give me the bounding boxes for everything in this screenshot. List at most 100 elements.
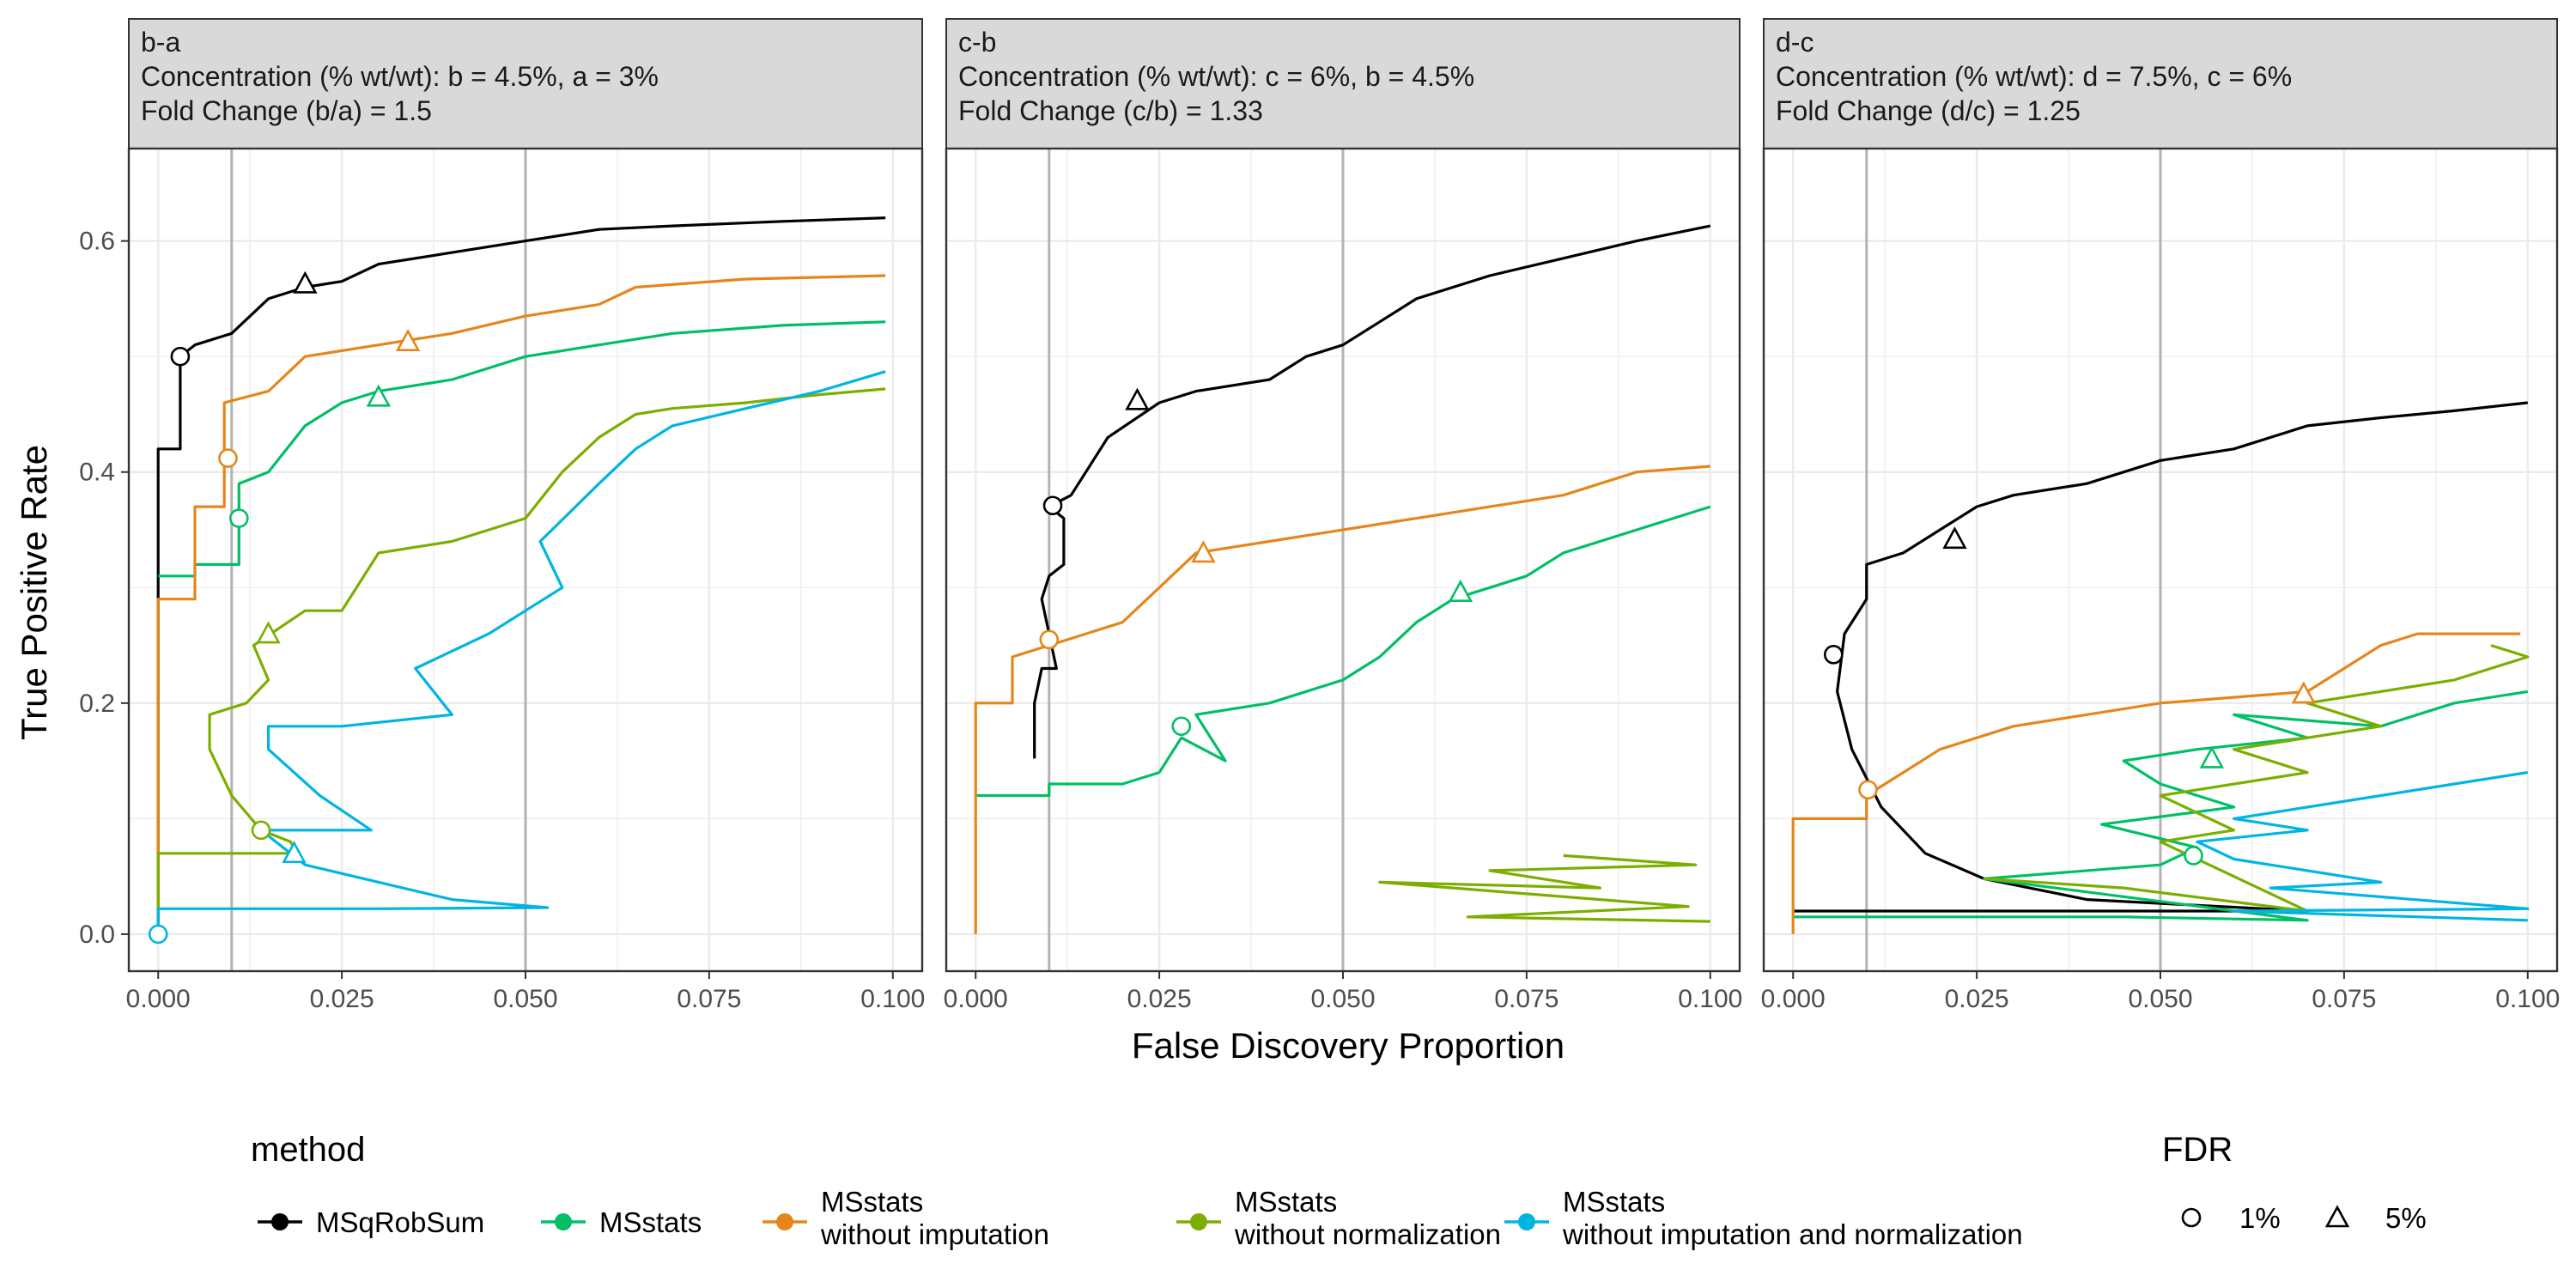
x-tick-label: 0.050 bbox=[2128, 985, 2192, 1013]
fdr-triangle-key bbox=[2324, 1205, 2350, 1228]
series-line-msqrobsum bbox=[156, 216, 886, 934]
legend-label: MSqRobSum bbox=[316, 1206, 484, 1238]
fdr-5pct-marker-msstats-without-imputation bbox=[1191, 540, 1216, 563]
legend-fdr-1pct: 1% bbox=[2181, 1202, 2281, 1234]
y-tick-label: 0.6 bbox=[79, 228, 115, 256]
fdr-1pct-marker-msqrobsum bbox=[170, 346, 191, 367]
fdr-1pct-marker-msqrobsum bbox=[1823, 645, 1844, 665]
legend-label: MSstats bbox=[1235, 1186, 1337, 1218]
series-line-msstats-without-imputation bbox=[156, 274, 886, 934]
legend-fdr-title: FDR bbox=[2162, 1131, 2233, 1169]
fdr-5pct-marker-msstats bbox=[366, 384, 392, 407]
legend-fdr-label: 1% bbox=[2239, 1202, 2281, 1234]
legend-label: MSstats bbox=[599, 1206, 702, 1238]
legend-key-dot bbox=[555, 1213, 572, 1230]
series-line-msqrobsum bbox=[1033, 224, 1711, 759]
x-tick-label: 0.075 bbox=[677, 985, 741, 1013]
x-tick-label: 0.000 bbox=[126, 985, 191, 1013]
legend-item-msqrobsum: MSqRobSum bbox=[258, 1206, 484, 1238]
series-line-msqrobsum bbox=[1793, 401, 2528, 913]
series-line-msstats-without-normalization bbox=[1378, 854, 1710, 923]
fdr-circle-key bbox=[2181, 1207, 2202, 1228]
facet-strip-line-2: Concentration (% wt/wt): d = 7.5%, c = 6… bbox=[1776, 61, 2292, 92]
facet-strip bbox=[945, 18, 1741, 149]
legend-method-title: method bbox=[251, 1131, 365, 1169]
legend-fdr-items: 1% 5% bbox=[2181, 1202, 2427, 1234]
fdr-5pct-marker-msstats-without-imputation bbox=[395, 328, 421, 351]
facet-strip bbox=[1763, 18, 2558, 149]
y-axis-title: True Positive Rate bbox=[14, 445, 54, 740]
fdr-5pct-marker-msstats-without-imputation-and-normalization bbox=[282, 841, 307, 864]
fdr-5pct-marker-msstats-without-normalization bbox=[256, 621, 281, 644]
facet-strip-line-3: Fold Change (d/c) = 1.25 bbox=[1776, 95, 2081, 126]
y-tick-label: 0.0 bbox=[79, 920, 115, 949]
x-tick-label: 0.000 bbox=[944, 985, 1008, 1013]
fdr-5pct-marker-msqrobsum bbox=[1125, 387, 1150, 410]
legend-label: without normalization bbox=[1234, 1218, 1501, 1250]
series-line-msstats-without-imputation-and-normalization bbox=[156, 370, 886, 934]
fdr-1pct-marker-msstats bbox=[1171, 716, 1192, 737]
y-tick-label: 0.2 bbox=[79, 690, 115, 718]
series-line-msstats bbox=[1793, 690, 2529, 922]
x-tick-label: 0.100 bbox=[2495, 985, 2560, 1013]
legend-item-msstats: MSstats bbox=[541, 1206, 702, 1238]
legend-label: without imputation and normalization bbox=[1562, 1218, 2023, 1250]
fdr-5pct-marker-msstats bbox=[2199, 745, 2225, 769]
x-tick-label: 0.025 bbox=[310, 985, 374, 1013]
x-tick-label: 0.050 bbox=[493, 985, 557, 1013]
fdr-1pct-marker-msstats bbox=[2184, 846, 2203, 866]
facet-strip-line-1: b-a bbox=[141, 27, 180, 58]
x-tick-label: 0.025 bbox=[1945, 985, 2009, 1013]
facet-strip-line-2: Concentration (% wt/wt): c = 6%, b = 4.5… bbox=[958, 61, 1474, 92]
x-axis-title: False Discovery Proportion bbox=[1132, 1025, 1564, 1066]
x-tick-label: 0.050 bbox=[1310, 985, 1375, 1013]
x-tick-label: 0.100 bbox=[1678, 985, 1742, 1013]
facet-strip-line-1: c-b bbox=[958, 27, 996, 58]
x-tick-label: 0.100 bbox=[860, 985, 925, 1013]
legend-label: without imputation bbox=[820, 1218, 1049, 1250]
legend-key-dot bbox=[776, 1213, 793, 1230]
x-tick-label: 0.025 bbox=[1127, 985, 1192, 1013]
y-tick-label: 0.4 bbox=[79, 459, 115, 487]
series-line-msstats bbox=[158, 320, 886, 578]
fdr-1pct-marker-msstats-without-imputation-and-normalization bbox=[148, 924, 168, 945]
facet-strip bbox=[128, 18, 923, 149]
facet-strip-line-2: Concentration (% wt/wt): b = 4.5%, a = 3… bbox=[141, 61, 659, 92]
series-line-msstats bbox=[975, 505, 1711, 798]
legend-fdr-5pct: 5% bbox=[2324, 1202, 2427, 1234]
fdr-1pct-marker-msstats-without-imputation bbox=[1039, 629, 1060, 650]
fdr-1pct-marker-msstats bbox=[229, 508, 249, 528]
legend-key-dot bbox=[271, 1213, 289, 1230]
legend-key-dot bbox=[1190, 1213, 1207, 1230]
x-tick-label: 0.075 bbox=[2312, 985, 2376, 1013]
legend-label: MSstats bbox=[821, 1186, 923, 1218]
fdr-5pct-marker-msqrobsum bbox=[1942, 526, 1967, 550]
facet-strip-line-3: Fold Change (c/b) = 1.33 bbox=[958, 95, 1263, 126]
legend-fdr-label: 5% bbox=[2385, 1202, 2427, 1234]
x-tick-label: 0.000 bbox=[1761, 985, 1826, 1013]
series-line-msstats-without-imputation bbox=[1791, 632, 2521, 934]
series-line-msstats-without-imputation bbox=[974, 465, 1710, 934]
legend-label: MSstats bbox=[1563, 1186, 1665, 1218]
fdr-1pct-marker-msstats-without-normalization bbox=[251, 820, 271, 841]
legend: method FDR MSqRobSum MSstatsMSstatswithou… bbox=[251, 1131, 2427, 1250]
fdr-1pct-marker-msstats-without-imputation bbox=[1858, 780, 1878, 800]
fdr-5pct-marker-msstats-without-imputation bbox=[2291, 681, 2317, 704]
fdr-5pct-marker-msqrobsum bbox=[293, 270, 318, 294]
x-tick-label: 0.075 bbox=[1494, 985, 1558, 1013]
fdr-5pct-marker-msstats bbox=[1448, 579, 1473, 602]
fdr-1pct-marker-msstats-without-imputation bbox=[218, 448, 238, 468]
facet-strip-line-3: Fold Change (b/a) = 1.5 bbox=[141, 95, 432, 126]
series-line-msstats-without-imputation-and-normalization bbox=[2196, 771, 2530, 922]
fdr-1pct-marker-msqrobsum bbox=[1042, 495, 1063, 516]
facet-strip-line-1: d-c bbox=[1776, 27, 1814, 58]
